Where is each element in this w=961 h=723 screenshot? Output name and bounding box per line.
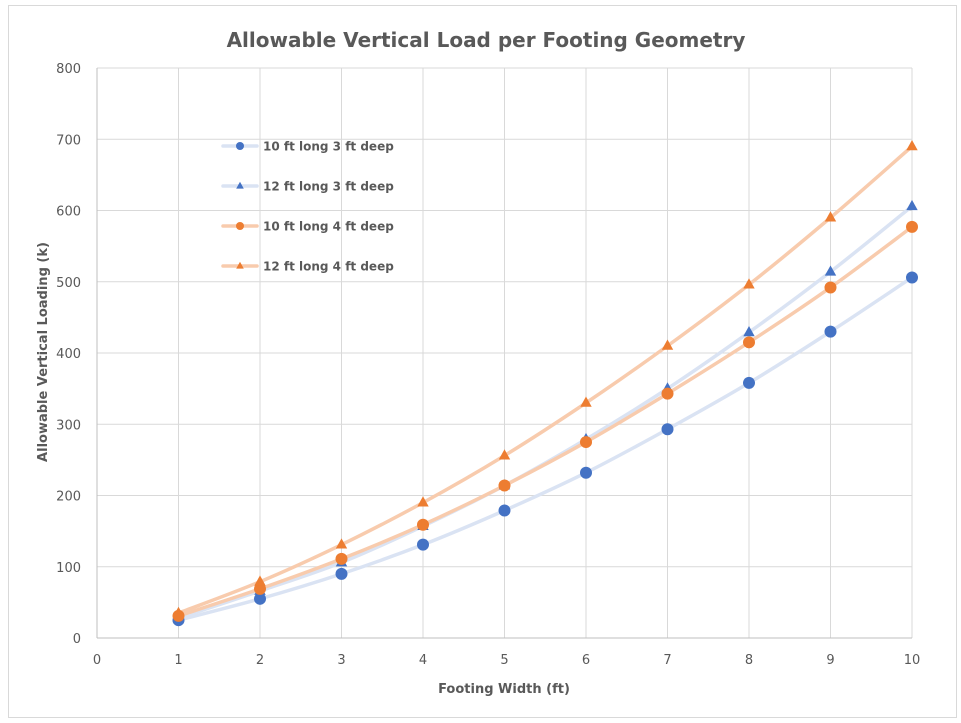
data-point (661, 387, 674, 400)
y-tick-label: 500 (56, 276, 81, 291)
data-point (254, 582, 266, 595)
axes: 0 100 200 300 400 500 600 700 800 0 1 2 3 4 5 6 7 8 9 10 (56, 62, 920, 668)
data-point (743, 376, 755, 389)
legend-marker (236, 181, 244, 189)
y-tick-label: 600 (56, 205, 81, 220)
y-tick-label: 400 (56, 347, 81, 362)
data-point (743, 278, 755, 289)
legend-label: 12 ft long 3 ft deep (263, 180, 394, 194)
x-tick-label: 7 (663, 653, 671, 668)
y-axis-title: Allowable Vertical Loading (k) (36, 242, 51, 462)
data-point (661, 339, 674, 350)
data-point (824, 281, 837, 294)
y-tick-label: 0 (73, 632, 81, 647)
data-point (743, 336, 755, 349)
x-tick-label: 9 (826, 653, 834, 668)
x-tick-label: 5 (500, 653, 508, 668)
data-point (335, 552, 348, 565)
legend-item: 12 ft long 3 ft deep (221, 180, 394, 194)
series-layer (172, 140, 918, 627)
series-markers (172, 140, 918, 627)
series-lines (176, 144, 914, 622)
data-point (335, 538, 348, 549)
data-point (580, 436, 592, 449)
legend: 10 ft long 3 ft deep 12 ft long 3 ft deep… (221, 140, 394, 274)
x-tick-label: 8 (745, 653, 753, 668)
series-line-4 (176, 144, 914, 615)
data-point (906, 199, 918, 211)
data-point (498, 479, 511, 492)
legend-label: 10 ft long 4 ft deep (263, 220, 394, 234)
data-point (580, 466, 592, 479)
data-point (498, 504, 511, 517)
data-point (335, 567, 348, 580)
legend-marker (236, 261, 244, 269)
x-tick-label: 2 (256, 653, 264, 668)
y-tick-label: 100 (56, 561, 81, 576)
data-point (580, 396, 592, 407)
data-point (743, 326, 755, 337)
y-tick-label: 200 (56, 490, 81, 505)
data-point (417, 518, 429, 531)
x-tick-label: 6 (582, 653, 590, 668)
series-4-points (172, 140, 918, 617)
legend-marker (236, 222, 244, 230)
data-point (498, 449, 511, 460)
legend-marker (236, 142, 244, 150)
x-tick-label: 10 (904, 653, 921, 668)
chart-title: Allowable Vertical Load per Footing Geom… (227, 28, 746, 52)
data-point (824, 211, 837, 222)
x-axis-title: Footing Width (ft) (438, 682, 570, 697)
data-point (254, 575, 266, 586)
data-point (661, 423, 674, 436)
series-1-points (172, 271, 918, 627)
series-line-3 (176, 225, 914, 618)
data-point (172, 606, 185, 617)
x-tick-label: 3 (337, 653, 345, 668)
legend-label: 12 ft long 4 ft deep (263, 260, 394, 274)
data-point (254, 592, 266, 605)
legend-item: 12 ft long 4 ft deep (221, 260, 394, 274)
data-point (417, 538, 429, 551)
data-point (824, 325, 837, 338)
y-tick-label: 800 (56, 62, 81, 77)
x-tick-label: 4 (419, 653, 427, 668)
legend-label: 10 ft long 3 ft deep (263, 140, 394, 154)
data-point (906, 140, 918, 151)
y-tick-label: 300 (56, 418, 81, 433)
series-line-1 (176, 275, 914, 622)
y-tick-label: 700 (56, 133, 81, 148)
x-tick-label: 0 (93, 653, 101, 668)
legend-item: 10 ft long 3 ft deep (221, 140, 394, 154)
chart-border (8, 5, 957, 718)
data-point (906, 271, 918, 284)
x-tick-label: 1 (174, 653, 182, 668)
data-point (906, 220, 918, 233)
data-point (417, 496, 429, 507)
legend-item: 10 ft long 4 ft deep (221, 220, 394, 234)
data-point (824, 265, 837, 276)
grid (97, 67, 913, 638)
